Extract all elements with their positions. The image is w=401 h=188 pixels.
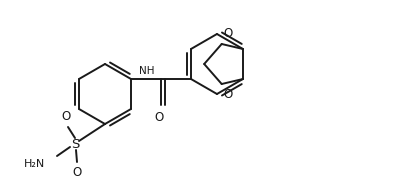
- Text: O: O: [224, 88, 233, 101]
- Text: O: O: [72, 166, 82, 179]
- Text: O: O: [224, 27, 233, 40]
- Text: O: O: [154, 111, 164, 124]
- Text: O: O: [61, 110, 71, 123]
- Text: H₂N: H₂N: [24, 159, 45, 169]
- Text: S: S: [71, 137, 79, 151]
- Text: NH: NH: [139, 65, 154, 76]
